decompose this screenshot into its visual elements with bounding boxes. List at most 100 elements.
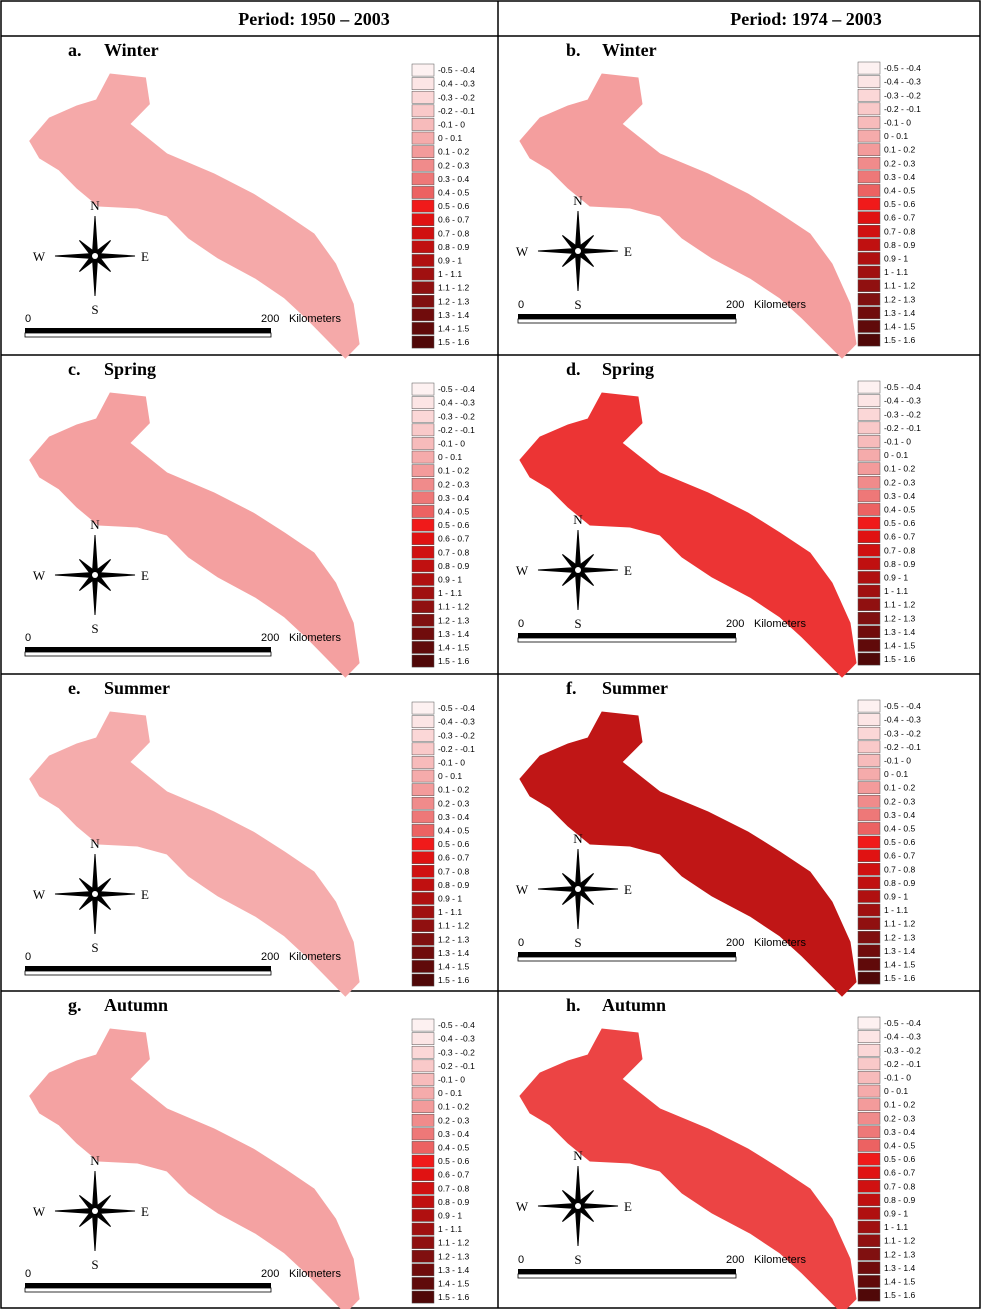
legend-swatch [857, 129, 881, 143]
legend-label: -0.3 - -0.2 [884, 728, 921, 738]
legend-swatch [411, 573, 435, 586]
panel-season: Autumn [104, 995, 168, 1015]
legend-label: 0.3 - 0.4 [438, 174, 469, 184]
legend-label: 0.4 - 0.5 [884, 1140, 915, 1150]
legend-swatch [411, 226, 435, 240]
legend-swatch [411, 118, 435, 131]
compass-center [92, 572, 98, 578]
legend-label: 0.6 - 0.7 [884, 1168, 915, 1178]
scale-label: 200 [726, 1254, 744, 1266]
legend-swatch [411, 1141, 435, 1154]
legend-swatch [857, 462, 881, 475]
compass-label: S [91, 940, 98, 955]
scale-bar [24, 651, 272, 657]
legend-label: -0.3 - -0.2 [884, 409, 921, 419]
legend-swatch [411, 973, 435, 987]
legend-swatch [857, 598, 881, 611]
legend-label: 0 - 0.1 [884, 1086, 908, 1096]
legend-swatch [411, 586, 435, 600]
legend-swatch [857, 571, 881, 584]
legend-swatch [411, 851, 435, 864]
scale-bar [518, 1269, 736, 1274]
legend-swatch [411, 382, 435, 396]
legend-swatch [411, 878, 435, 892]
legend-label: 0 - 0.1 [438, 1088, 462, 1098]
legend-label: 0.7 - 0.8 [884, 1181, 915, 1191]
legend-swatch [411, 1086, 435, 1100]
legend-label: 1.5 - 1.6 [438, 975, 469, 985]
scale-label: 200 [261, 951, 279, 963]
compass-center [92, 891, 98, 897]
legend-swatch [857, 320, 881, 333]
legend-swatch [411, 715, 435, 728]
legend-label: 1.2 - 1.3 [884, 294, 915, 304]
scale-label: Kilometers [754, 937, 806, 949]
panel-label: a. [68, 40, 82, 60]
legend-label: -0.4 - -0.3 [438, 1034, 475, 1044]
legend-label: 1.3 - 1.4 [438, 629, 469, 639]
compass-label: S [574, 1252, 581, 1267]
legend-swatch [411, 77, 435, 90]
legend-swatch [411, 905, 435, 919]
legend-swatch [411, 240, 435, 254]
map-panel: a. Winter N S W E 0 200 Kilometers -0.5 - -0.4 -0.… [24, 40, 475, 359]
legend-swatch [857, 224, 881, 238]
legend-label: 1.4 - 1.5 [438, 961, 469, 971]
legend-label: 1.4 - 1.5 [884, 640, 915, 650]
legend-label: 1 - 1.1 [438, 1224, 462, 1234]
scale-bar [24, 1287, 272, 1293]
legend-label: 1.2 - 1.3 [438, 1251, 469, 1261]
legend-swatch [857, 699, 881, 713]
legend-label: 1.2 - 1.3 [438, 615, 469, 625]
legend-label: 1.1 - 1.2 [438, 283, 469, 293]
legend-label: 0.1 - 0.2 [438, 1102, 469, 1112]
scale-bar [517, 637, 737, 643]
region-map [519, 392, 857, 678]
compass-label: S [91, 302, 98, 317]
legend-swatch [857, 1030, 881, 1043]
legend-swatch [857, 1193, 881, 1207]
legend-swatch [857, 197, 881, 211]
legend-label: 0.6 - 0.7 [438, 215, 469, 225]
legend-swatch [411, 396, 435, 409]
legend-label: 0.5 - 0.6 [884, 199, 915, 209]
legend-swatch [857, 421, 881, 435]
legend-swatch [411, 450, 435, 464]
legend-swatch [411, 545, 435, 559]
legend-swatch [411, 919, 435, 932]
legend-swatch [411, 518, 435, 532]
panel-season: Winter [602, 40, 657, 60]
legend-label: 0.1 - 0.2 [884, 145, 915, 155]
legend-swatch [857, 1275, 881, 1288]
legend-swatch [411, 63, 435, 77]
legend-label: 0.2 - 0.3 [884, 158, 915, 168]
compass-label: N [573, 1148, 583, 1163]
legend-swatch [857, 211, 881, 224]
legend-swatch [411, 654, 435, 668]
panel-season: Spring [602, 359, 654, 379]
legend-swatch [857, 1166, 881, 1179]
legend-swatch [857, 917, 881, 930]
legend-label: -0.1 - 0 [438, 1074, 465, 1084]
compass-label: E [624, 882, 632, 897]
legend-swatch [411, 728, 435, 742]
legend-swatch [857, 333, 881, 347]
legend-label: 0.6 - 0.7 [884, 851, 915, 861]
legend-swatch [857, 435, 881, 448]
panel-label: c. [68, 359, 81, 379]
legend-label: 0.6 - 0.7 [438, 853, 469, 863]
legend-swatch [411, 213, 435, 226]
legend-label: 0.2 - 0.3 [884, 796, 915, 806]
legend-label: 1.3 - 1.4 [438, 1265, 469, 1275]
compass-label: N [90, 517, 100, 532]
legend-label: -0.2 - -0.1 [438, 425, 475, 435]
legend-swatch [857, 1288, 881, 1302]
map-panel: c. Spring N S W E 0 200 Kilometers -0.5 - -0.4 -0.… [24, 359, 475, 678]
legend-swatch [857, 890, 881, 903]
legend-label: 0.9 - 1 [884, 572, 908, 582]
legend-swatch [857, 394, 881, 407]
legend-swatch [857, 238, 881, 252]
legend-label: -0.5 - -0.4 [884, 382, 921, 392]
legend-label: -0.1 - 0 [884, 755, 911, 765]
compass-label: S [91, 621, 98, 636]
